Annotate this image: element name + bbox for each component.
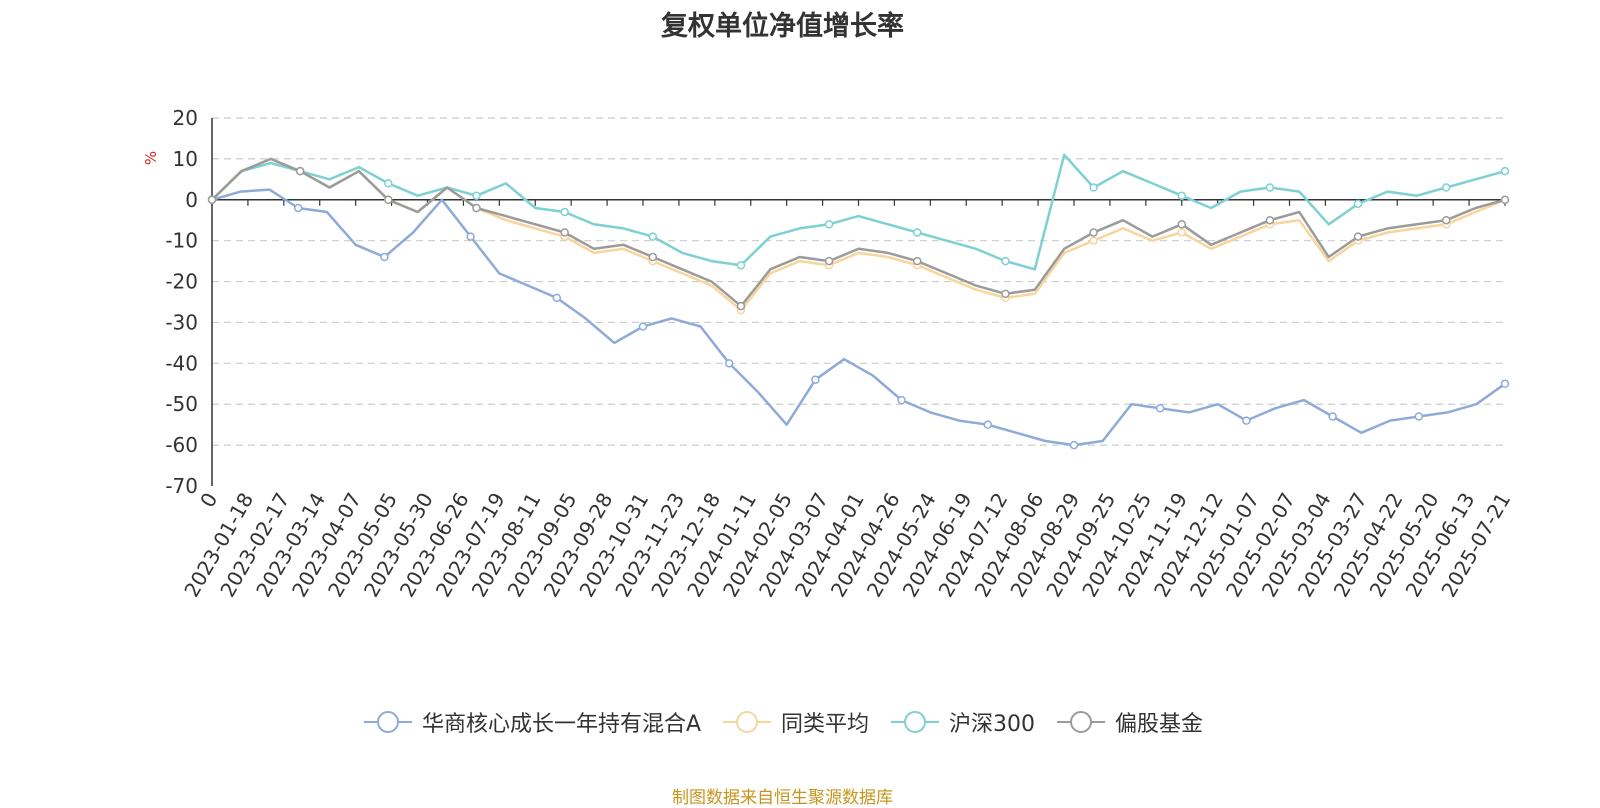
- series-1-point: [1242, 416, 1251, 425]
- legend-item-3[interactable]: 沪深300: [889, 706, 1035, 738]
- series-4-point: [384, 195, 393, 205]
- legend-marker-icon: [723, 711, 772, 733]
- y-tick-label: 0: [185, 188, 198, 212]
- series-1-point: [1155, 404, 1165, 413]
- chart-title: 复权单位净值增长率: [661, 11, 904, 42]
- series-3-point: [648, 232, 658, 241]
- series-4-point: [824, 256, 834, 266]
- series-1-point: [897, 395, 906, 405]
- series-3-point: [1089, 183, 1098, 192]
- series-4-point: [207, 195, 217, 205]
- series-3-point: [1177, 191, 1186, 200]
- series-1-point: [1500, 379, 1510, 389]
- series-1-point: [1069, 440, 1079, 450]
- series-1-point: [811, 375, 820, 384]
- series-line-3: [211, 153, 1506, 271]
- series-4-point: [913, 256, 922, 266]
- y-tick-label: 10: [173, 147, 198, 171]
- series-3-point: [1001, 256, 1010, 266]
- series-4-point: [295, 166, 305, 176]
- series-1-point: [466, 232, 475, 241]
- series-1-point: [983, 420, 993, 429]
- series-3-point: [736, 260, 746, 270]
- series-1-point: [380, 252, 389, 262]
- y-tick-label: -40: [165, 351, 198, 375]
- series-3-point: [472, 191, 481, 200]
- y-tick-label: -30: [165, 310, 198, 334]
- series-3-point: [560, 207, 569, 217]
- series-4-point: [1441, 215, 1451, 225]
- legend-marker-icon: [1057, 711, 1106, 733]
- y-tick-label: -20: [165, 270, 198, 294]
- legend-label: 同类平均: [781, 712, 870, 737]
- series-4-point: [736, 301, 746, 311]
- y-tick-label: 20: [173, 106, 198, 130]
- series-4-point: [1353, 232, 1363, 241]
- series-3-point: [913, 228, 922, 237]
- series-line-2: [211, 157, 1506, 312]
- series-3-point: [1500, 166, 1510, 176]
- series-4-point: [1500, 195, 1510, 205]
- series-1-point: [1414, 412, 1424, 421]
- legend-marker-icon: [891, 711, 940, 733]
- series-4-point: [1177, 220, 1186, 229]
- series-4-point: [1089, 228, 1098, 237]
- series-1-point: [724, 359, 734, 368]
- legend-item-2[interactable]: 同类平均: [721, 706, 869, 738]
- series-4-point: [560, 228, 569, 237]
- line-chart: 20100-10-20-30-40-50-60-70%02023-01-1820…: [142, 106, 1515, 601]
- y-tick-label: -60: [165, 433, 198, 457]
- series-1-point: [1328, 412, 1337, 421]
- x-tick-label: 0: [195, 489, 222, 512]
- series-3-point: [1353, 199, 1363, 209]
- y-tick-label: -70: [165, 474, 198, 498]
- series-2-point: [1089, 236, 1098, 245]
- series-3-point: [384, 179, 393, 188]
- legend-label: 华商核心成长一年持有混合A: [421, 712, 702, 737]
- series-4-point: [472, 203, 481, 213]
- legend-item-4[interactable]: 偏股基金: [1055, 706, 1203, 738]
- series-3-point: [1441, 183, 1451, 192]
- y-tick-label: -10: [165, 229, 198, 253]
- series-4-point: [1001, 289, 1010, 299]
- legend-item-1[interactable]: 华商核心成长一年持有混合A: [362, 706, 701, 738]
- source-note: 制图数据来自恒生聚源数据库: [672, 788, 893, 808]
- series-3-point: [1265, 183, 1275, 192]
- series-1-point: [552, 293, 562, 303]
- series-1-point: [293, 203, 303, 213]
- series-line-4: [211, 157, 1506, 308]
- legend-label: 沪深300: [949, 712, 1036, 737]
- series-line-1: [211, 188, 1506, 447]
- series-3-point: [824, 220, 834, 229]
- legend: 华商核心成长一年持有混合A 同类平均 沪深300 偏股基金: [0, 706, 1565, 738]
- legend-marker-icon: [363, 711, 412, 733]
- y-tick-label: -50: [165, 392, 198, 416]
- series-4-point: [648, 252, 658, 262]
- series-2-point: [1177, 228, 1186, 237]
- series-4-point: [1265, 215, 1275, 225]
- y-axis-label: %: [142, 151, 160, 165]
- legend-label: 偏股基金: [1115, 712, 1204, 737]
- series-1-point: [638, 322, 648, 331]
